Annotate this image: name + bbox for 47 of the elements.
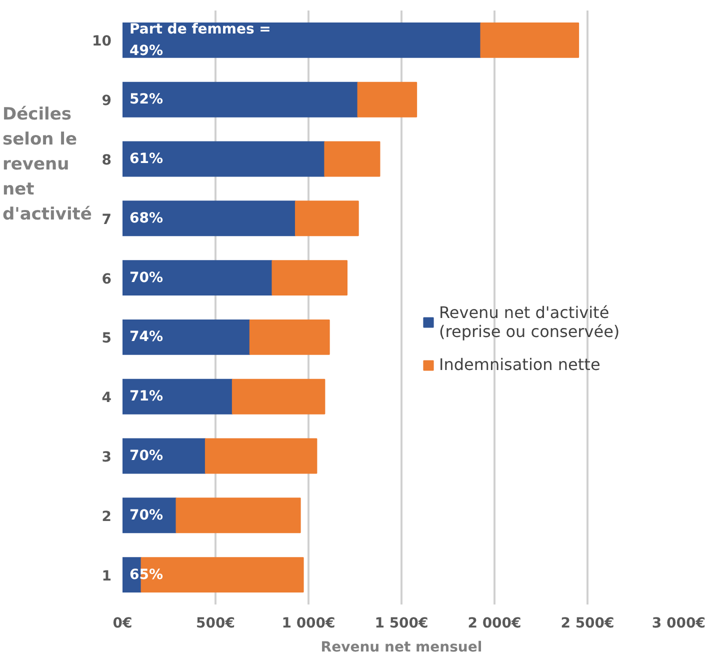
y-tick-label: 7 <box>102 212 112 228</box>
bar <box>357 82 418 118</box>
x-tick-label: 3 000€ <box>652 616 706 632</box>
y-tick-label: 5 <box>102 330 112 347</box>
y-tick-label: 2 <box>102 508 112 525</box>
bar <box>294 200 359 236</box>
y-tick-label: 6 <box>102 271 112 288</box>
annotation: 71% <box>130 388 164 405</box>
x-tick-label: 1 000€ <box>282 616 336 632</box>
bar <box>122 319 250 355</box>
x-axis-title: Revenu net mensuel <box>320 640 482 656</box>
bar <box>324 141 380 177</box>
annotation: 70% <box>130 448 164 464</box>
x-tick-label: 0€ <box>112 616 132 632</box>
bar <box>272 260 348 296</box>
bar <box>176 498 301 534</box>
x-tick-label: 1 500€ <box>374 616 428 632</box>
bar <box>204 438 318 474</box>
annotation: 74% <box>130 329 164 346</box>
x-tick-label: 500€ <box>196 616 235 632</box>
x-tick-label: 2 000€ <box>468 616 522 632</box>
y-tick-label: 10 <box>92 34 112 50</box>
annotation: 70% <box>130 270 164 286</box>
y-tick-label: 9 <box>102 93 112 110</box>
y-tick-label: 4 <box>102 390 112 406</box>
annotation: 70% <box>130 507 164 524</box>
y-axis-title: Déciles selon le revenu net d'activité <box>2 104 92 224</box>
bar <box>232 378 326 414</box>
bar <box>122 260 273 296</box>
y-tick-label: 3 <box>102 450 112 466</box>
annotation: 68% <box>130 210 164 226</box>
y-tick-label: 8 <box>102 152 112 168</box>
annotation: 52% <box>130 92 164 108</box>
y-tick-label: 1 <box>102 568 112 584</box>
annotation: 61% <box>130 151 164 167</box>
bar <box>480 22 580 58</box>
legend-label: Indemnisation nette <box>439 355 600 374</box>
bar <box>122 438 206 474</box>
bar <box>249 319 330 355</box>
x-tick-label: 2 500€ <box>560 616 614 632</box>
bar <box>122 200 296 236</box>
bar <box>122 22 482 58</box>
bar <box>122 141 326 177</box>
annotation: Part de femmes = 49% <box>130 21 271 59</box>
bar <box>122 378 233 414</box>
legend-label: Revenu net d'activité (reprise ou conservée) <box>439 303 620 341</box>
bar <box>122 82 358 118</box>
